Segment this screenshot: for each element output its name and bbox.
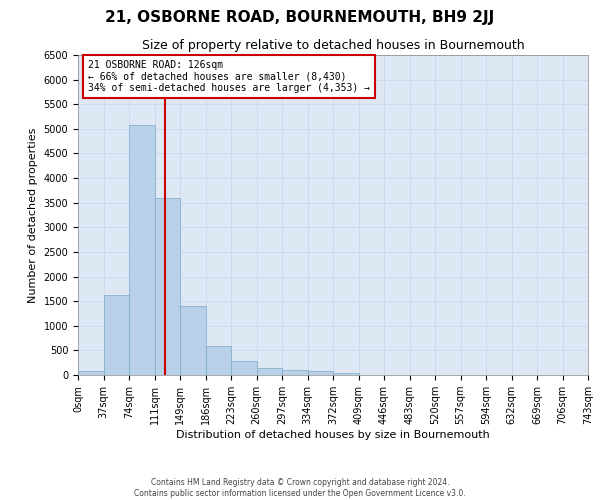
X-axis label: Distribution of detached houses by size in Bournemouth: Distribution of detached houses by size …	[176, 430, 490, 440]
Bar	[257, 368, 282, 375]
Bar	[308, 372, 333, 375]
Bar	[205, 346, 231, 375]
Bar	[129, 125, 155, 375]
Title: Size of property relative to detached houses in Bournemouth: Size of property relative to detached ho…	[142, 40, 524, 52]
Text: Contains HM Land Registry data © Crown copyright and database right 2024.
Contai: Contains HM Land Registry data © Crown c…	[134, 478, 466, 498]
Bar	[231, 360, 257, 375]
Bar	[333, 373, 359, 375]
Y-axis label: Number of detached properties: Number of detached properties	[28, 128, 38, 302]
Text: 21 OSBORNE ROAD: 126sqm
← 66% of detached houses are smaller (8,430)
34% of semi: 21 OSBORNE ROAD: 126sqm ← 66% of detache…	[88, 60, 370, 93]
Bar	[155, 198, 180, 375]
Bar	[282, 370, 308, 375]
Bar	[104, 295, 129, 375]
Text: 21, OSBORNE ROAD, BOURNEMOUTH, BH9 2JJ: 21, OSBORNE ROAD, BOURNEMOUTH, BH9 2JJ	[106, 10, 494, 25]
Bar	[78, 372, 104, 375]
Bar	[180, 306, 205, 375]
